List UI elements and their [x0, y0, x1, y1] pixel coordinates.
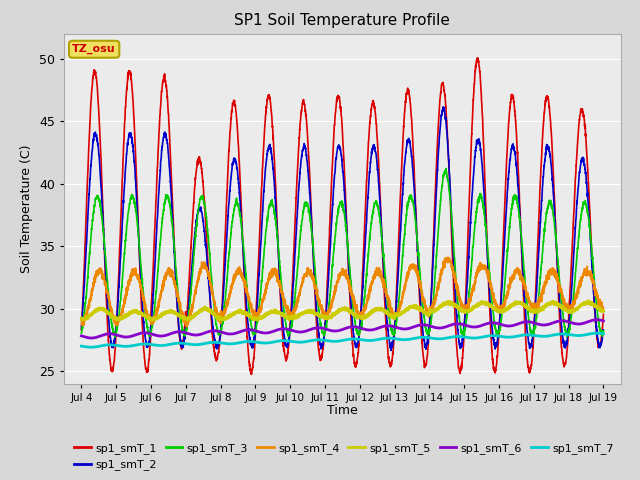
sp1_smT_2: [387, 348, 395, 353]
sp1_smT_1: [474, 55, 481, 60]
sp1_smT_3: [589, 267, 597, 273]
sp1_smT_5: [584, 298, 592, 303]
sp1_smT_3: [168, 220, 176, 226]
sp1_smT_1: [301, 102, 308, 108]
sp1_smT_7: [137, 341, 145, 347]
sp1_smT_7: [533, 333, 541, 339]
Y-axis label: Soil Temperature (C): Soil Temperature (C): [20, 144, 33, 273]
sp1_smT_7: [278, 338, 285, 344]
Line: sp1_smT_7: sp1_smT_7: [81, 333, 604, 347]
Line: sp1_smT_3: sp1_smT_3: [81, 168, 604, 337]
Line: sp1_smT_4: sp1_smT_4: [81, 258, 604, 326]
sp1_smT_5: [301, 310, 308, 315]
X-axis label: Time: Time: [327, 405, 358, 418]
sp1_smT_6: [600, 318, 607, 324]
Line: sp1_smT_6: sp1_smT_6: [81, 320, 604, 338]
sp1_smT_4: [183, 324, 191, 329]
sp1_smT_5: [168, 309, 176, 315]
sp1_smT_1: [589, 284, 597, 290]
sp1_smT_5: [589, 302, 597, 308]
sp1_smT_6: [593, 317, 601, 323]
sp1_smT_6: [278, 326, 285, 332]
sp1_smT_2: [533, 275, 541, 281]
sp1_smT_1: [168, 187, 176, 192]
sp1_smT_3: [278, 284, 285, 289]
sp1_smT_1: [137, 291, 145, 297]
sp1_smT_2: [168, 204, 176, 210]
sp1_smT_3: [442, 166, 450, 171]
sp1_smT_7: [168, 341, 176, 347]
sp1_smT_6: [137, 330, 145, 336]
sp1_smT_2: [440, 104, 447, 110]
sp1_smT_7: [600, 331, 607, 336]
sp1_smT_5: [600, 309, 607, 314]
sp1_smT_7: [77, 343, 85, 349]
sp1_smT_3: [301, 202, 308, 207]
sp1_smT_2: [589, 287, 597, 293]
sp1_smT_6: [301, 329, 308, 335]
sp1_smT_4: [77, 317, 85, 323]
sp1_smT_3: [77, 330, 85, 336]
sp1_smT_6: [589, 317, 597, 323]
sp1_smT_5: [278, 311, 285, 317]
Line: sp1_smT_1: sp1_smT_1: [81, 58, 604, 374]
sp1_smT_1: [278, 322, 285, 327]
sp1_smT_7: [589, 330, 597, 336]
sp1_smT_5: [533, 308, 541, 313]
sp1_smT_6: [77, 333, 85, 339]
sp1_smT_3: [137, 265, 145, 271]
sp1_smT_4: [137, 282, 145, 288]
Text: TZ_osu: TZ_osu: [72, 44, 116, 54]
Legend: sp1_smT_1, sp1_smT_2, sp1_smT_3, sp1_smT_4, sp1_smT_5, sp1_smT_6, sp1_smT_7: sp1_smT_1, sp1_smT_2, sp1_smT_3, sp1_smT…: [70, 439, 618, 475]
sp1_smT_1: [600, 312, 607, 317]
sp1_smT_7: [87, 344, 95, 350]
sp1_smT_6: [88, 335, 95, 341]
Line: sp1_smT_2: sp1_smT_2: [81, 107, 604, 350]
sp1_smT_4: [600, 308, 607, 313]
sp1_smT_3: [600, 328, 607, 334]
sp1_smT_5: [137, 311, 145, 316]
sp1_smT_6: [533, 321, 541, 327]
sp1_smT_4: [589, 279, 597, 285]
sp1_smT_6: [168, 330, 176, 336]
sp1_smT_4: [533, 302, 541, 308]
sp1_smT_2: [600, 327, 607, 333]
sp1_smT_3: [111, 334, 119, 340]
sp1_smT_4: [444, 255, 451, 261]
sp1_smT_2: [278, 303, 285, 309]
sp1_smT_4: [301, 274, 308, 280]
sp1_smT_4: [278, 290, 285, 296]
sp1_smT_1: [248, 372, 255, 377]
sp1_smT_5: [77, 315, 85, 321]
sp1_smT_7: [301, 339, 308, 345]
sp1_smT_4: [168, 270, 176, 276]
sp1_smT_2: [137, 278, 145, 284]
Title: SP1 Soil Temperature Profile: SP1 Soil Temperature Profile: [234, 13, 451, 28]
sp1_smT_1: [533, 252, 541, 257]
sp1_smT_5: [148, 317, 156, 323]
sp1_smT_7: [593, 330, 601, 336]
sp1_smT_2: [300, 141, 308, 146]
sp1_smT_2: [77, 325, 85, 331]
Line: sp1_smT_5: sp1_smT_5: [81, 300, 604, 320]
sp1_smT_1: [77, 327, 85, 333]
sp1_smT_3: [533, 305, 541, 311]
